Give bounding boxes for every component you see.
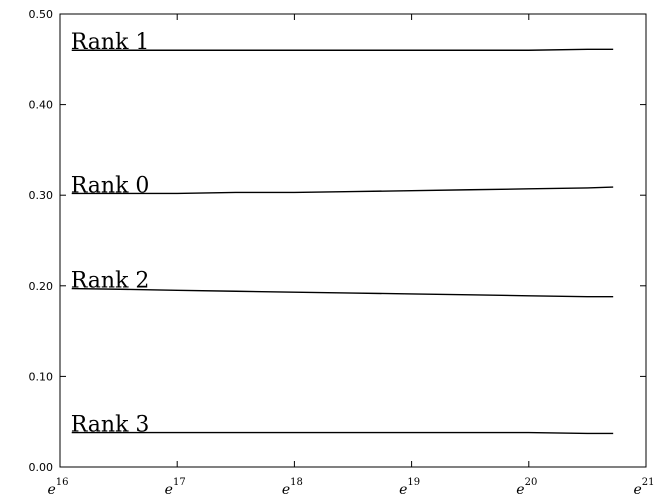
x-tick-label: e17 bbox=[165, 477, 186, 496]
x-axis: e16 e17 e18 e19 e20 e21 bbox=[47, 14, 655, 496]
series-line bbox=[71, 186, 614, 195]
y-tick-label: 0.40 bbox=[29, 99, 54, 112]
y-tick-label: 0.10 bbox=[29, 370, 54, 383]
x-tick-label: e21 bbox=[633, 477, 654, 496]
y-tick-label: 0.50 bbox=[29, 8, 54, 21]
y-tick-label: 0.20 bbox=[29, 280, 54, 293]
series-label: Rank 3 bbox=[71, 413, 150, 438]
series-labels: Rank 1 Rank 0 Rank 2 Rank 3 bbox=[71, 30, 150, 437]
x-tick-label: e20 bbox=[516, 477, 537, 496]
x-tick-label: e16 bbox=[47, 477, 68, 496]
series-lines bbox=[71, 48, 614, 435]
x-tick-label: e18 bbox=[282, 477, 303, 496]
series-line bbox=[71, 287, 614, 298]
y-tick-label: 0.30 bbox=[29, 189, 54, 202]
series-line bbox=[71, 431, 614, 435]
x-tick-label: e19 bbox=[399, 477, 420, 496]
y-tick-label: 0.00 bbox=[29, 461, 54, 474]
series-label: Rank 2 bbox=[71, 269, 150, 294]
y-axis: 0.00 0.10 0.20 0.30 0.40 0.50 bbox=[29, 8, 646, 474]
plot-frame bbox=[59, 13, 647, 468]
series-label: Rank 0 bbox=[71, 173, 150, 198]
series-line bbox=[71, 48, 614, 51]
series-label: Rank 1 bbox=[71, 30, 150, 55]
